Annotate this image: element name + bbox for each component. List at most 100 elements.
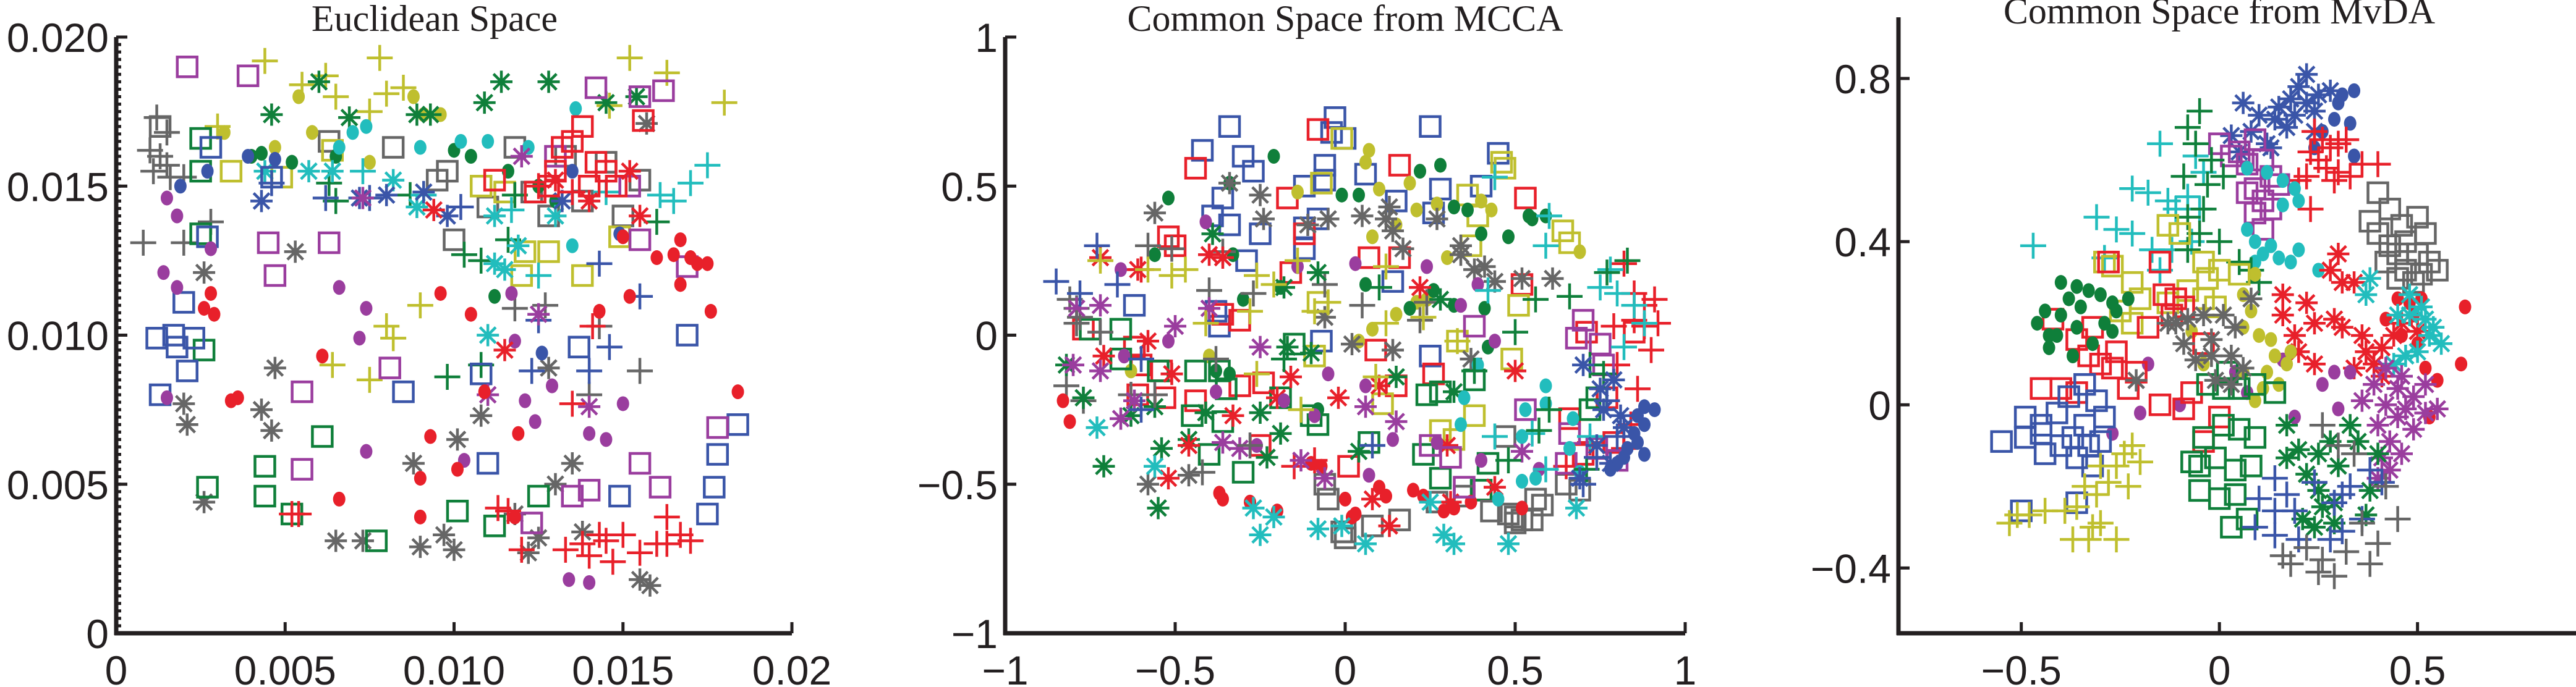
- data-point-cyan-asterisk: [1144, 455, 1166, 478]
- data-point-olive-plus: [2064, 494, 2090, 520]
- data-point-magenta-square: [2268, 173, 2290, 196]
- data-point-magenta-asterisk: [1089, 294, 1112, 317]
- data-point-magenta-square: [2227, 140, 2251, 164]
- data-point-red-plus: [485, 495, 511, 521]
- data-point-magenta-asterisk: [1123, 389, 1146, 412]
- series-red-plus: [2285, 118, 2391, 222]
- data-point-gray-square: [2410, 263, 2433, 286]
- series-green-plus: [316, 170, 670, 390]
- data-point-blue-square: [172, 291, 195, 314]
- data-point-magenta-circle: [1359, 378, 1372, 394]
- data-point-red-plus: [586, 521, 613, 548]
- data-point-magenta-asterisk: [1089, 360, 1112, 382]
- data-point-olive-square: [2101, 255, 2124, 278]
- data-point-blue-asterisk: [375, 183, 398, 206]
- data-point-cyan-plus: [694, 152, 721, 179]
- data-point-gray-asterisk: [470, 404, 493, 427]
- data-point-gray-asterisk: [2176, 308, 2199, 331]
- data-point-magenta-asterisk: [2374, 356, 2397, 379]
- data-point-red-asterisk: [544, 169, 567, 192]
- data-point-green-circle: [1434, 158, 1447, 173]
- data-point-red-circle: [704, 303, 717, 319]
- data-point-green-circle: [1461, 202, 1474, 217]
- data-point-olive-plus: [323, 83, 349, 110]
- series-cyan-asterisk: [253, 160, 567, 347]
- data-point-green-plus: [1526, 417, 1552, 444]
- data-point-green-plus: [434, 364, 461, 390]
- data-point-red-asterisk: [1361, 487, 1384, 510]
- data-point-red-square: [1184, 389, 1207, 412]
- data-point-green-asterisk: [1429, 288, 1452, 311]
- data-point-blue-square: [567, 335, 590, 359]
- data-point-red-square: [524, 180, 546, 204]
- data-point-olive-circle: [2245, 303, 2258, 319]
- data-point-olive-plus: [1444, 328, 1471, 355]
- data-point-red-circle: [731, 384, 744, 400]
- series-gray-asterisk: [1137, 172, 1564, 495]
- y-tick-label: −1: [951, 611, 998, 657]
- data-point-magenta-square: [1439, 446, 1462, 469]
- data-point-green-circle: [2062, 291, 2075, 306]
- data-point-cyan-asterisk: [2383, 353, 2405, 376]
- data-point-blue-circle: [242, 149, 255, 164]
- data-point-blue-square: [1385, 190, 1408, 213]
- data-point-cyan-circle: [569, 101, 582, 116]
- data-point-cyan-asterisk: [2414, 308, 2437, 331]
- data-point-green-circle: [488, 289, 501, 304]
- data-point-olive-plus: [390, 75, 417, 101]
- data-point-cyan-asterisk: [2430, 332, 2453, 355]
- data-point-blue-plus: [1359, 432, 1385, 459]
- data-point-blue-circle: [1604, 462, 1617, 477]
- data-point-magenta-circle: [2133, 405, 2146, 421]
- series-green-asterisk: [260, 70, 648, 129]
- data-point-blue-circle: [174, 179, 187, 194]
- data-point-olive-square: [1507, 294, 1530, 317]
- data-point-blue-square: [176, 360, 199, 382]
- data-point-magenta-square: [628, 228, 652, 251]
- data-point-gray-plus: [137, 137, 163, 164]
- data-point-cyan-asterisk: [2422, 316, 2445, 339]
- data-point-gray-square: [1524, 487, 1547, 511]
- data-point-red-asterisk: [2331, 271, 2353, 294]
- data-point-blue-circle: [566, 164, 579, 179]
- data-point-magenta-circle: [2344, 365, 2357, 380]
- data-point-magenta-asterisk: [2386, 377, 2409, 400]
- data-point-gray-asterisk: [409, 536, 431, 558]
- data-point-green-square: [2224, 458, 2247, 482]
- data-point-cyan-plus: [660, 188, 687, 214]
- data-point-cyan-circle: [360, 119, 373, 134]
- data-point-red-asterisk: [1157, 467, 1180, 490]
- data-point-olive-plus: [2087, 453, 2114, 479]
- data-point-gray-plus-2: [1189, 459, 1215, 486]
- data-point-blue-circle: [2328, 112, 2341, 127]
- data-point-magenta-square: [257, 231, 280, 255]
- data-point-gray-plus: [501, 295, 528, 322]
- data-point-blue-asterisk: [2283, 104, 2306, 127]
- data-point-olive-square: [537, 240, 560, 263]
- data-point-blue-circle: [201, 164, 214, 179]
- x-tick-label: −0.5: [1135, 647, 1215, 687]
- data-point-blue-square: [1313, 169, 1337, 192]
- data-point-gray-asterisk: [2200, 328, 2223, 351]
- data-point-olive-plus: [1362, 364, 1389, 390]
- data-point-gray-plus: [140, 158, 167, 185]
- data-point-olive-circle: [1573, 244, 1586, 259]
- data-point-olive-square: [2120, 271, 2144, 294]
- data-point-cyan-asterisk: [483, 252, 506, 275]
- data-point-gray-plus: [1240, 280, 1267, 306]
- data-point-olive-circle: [407, 89, 420, 104]
- data-point-red-plus: [653, 504, 680, 530]
- data-point-cyan-asterisk: [321, 160, 344, 183]
- data-point-green-circle: [2110, 303, 2123, 319]
- data-point-olive-plus: [2052, 497, 2078, 524]
- data-point-gray-plus: [2309, 412, 2336, 439]
- data-point-red-circle: [1349, 507, 1362, 521]
- data-point-blue-plus: [2337, 473, 2363, 500]
- data-point-cyan-circle: [1516, 429, 1528, 444]
- data-point-red-circle: [1217, 491, 1229, 507]
- data-point-green-plus: [2210, 163, 2237, 190]
- data-point-red-plus: [525, 173, 552, 200]
- data-point-red-plus: [286, 501, 312, 527]
- data-point-red-asterisk: [2323, 308, 2346, 331]
